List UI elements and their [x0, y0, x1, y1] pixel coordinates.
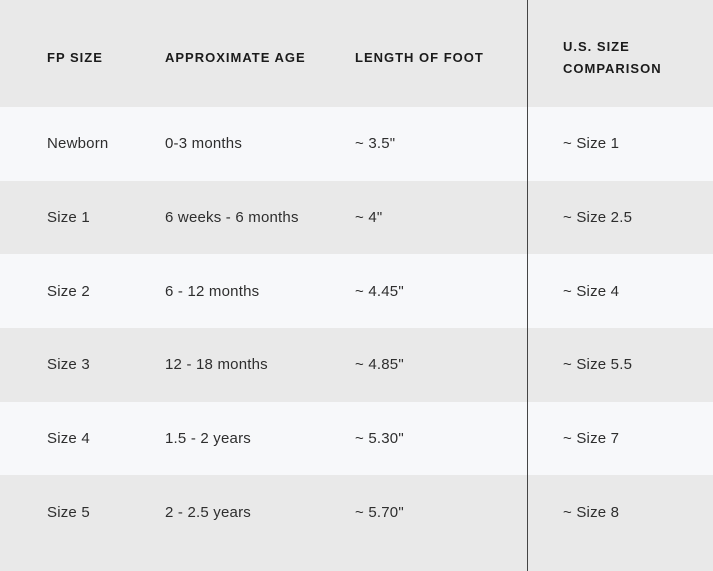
table-row: Size 3 12 - 18 months ~ 4.85" ~ Size 5.5 — [0, 328, 713, 402]
header-cell-us-size-comparison: U.S. SIZE COMPARISON — [563, 38, 662, 76]
cell-age: 12 - 18 months — [165, 356, 268, 374]
table-row: Size 1 6 weeks - 6 months ~ 4" ~ Size 2.… — [0, 180, 713, 255]
cell-foot-length: ~ 5.30" — [355, 430, 404, 448]
table-row: Size 2 6 - 12 months ~ 4.45" ~ Size 4 — [0, 254, 713, 329]
cell-fp-size: Size 3 — [47, 356, 90, 374]
column-divider-line — [527, 0, 528, 571]
cell-age: 1.5 - 2 years — [165, 430, 251, 448]
cell-fp-size: Newborn — [47, 135, 109, 153]
cell-foot-length: ~ 4.45" — [355, 282, 404, 300]
cell-us-size: ~ Size 7 — [563, 430, 620, 448]
cell-us-size: ~ Size 2.5 — [563, 209, 633, 227]
table-row: Newborn 0-3 months ~ 3.5" ~ Size 1 — [0, 107, 713, 181]
cell-us-size: ~ Size 8 — [563, 504, 620, 522]
cell-us-size: ~ Size 4 — [563, 282, 620, 300]
header-cell-fp-size: FP SIZE — [47, 50, 103, 65]
cell-us-size: ~ Size 1 — [563, 135, 620, 153]
cell-foot-length: ~ 4.85" — [355, 356, 404, 374]
table-row: Size 4 1.5 - 2 years ~ 5.30" ~ Size 7 — [0, 401, 713, 476]
cell-fp-size: Size 5 — [47, 504, 90, 522]
cell-foot-length: ~ 3.5" — [355, 135, 396, 153]
cell-age: 6 - 12 months — [165, 282, 260, 300]
table-row: Size 5 2 - 2.5 years ~ 5.70" ~ Size 8 — [0, 475, 713, 571]
cell-age: 0-3 months — [165, 135, 243, 153]
header-row: FP SIZE APPROXIMATE AGE LENGTH OF FOOT U… — [0, 0, 713, 107]
cell-us-size: ~ Size 5.5 — [563, 356, 633, 374]
header-cell-approximate-age: APPROXIMATE AGE — [165, 50, 306, 65]
cell-fp-size: Size 4 — [47, 430, 90, 448]
header-cell-length-of-foot: LENGTH OF FOOT — [355, 50, 484, 65]
cell-foot-length: ~ 4" — [355, 209, 383, 227]
cell-foot-length: ~ 5.70" — [355, 504, 404, 522]
cell-age: 6 weeks - 6 months — [165, 209, 299, 227]
cell-fp-size: Size 1 — [47, 209, 90, 227]
cell-age: 2 - 2.5 years — [165, 504, 251, 522]
cell-fp-size: Size 2 — [47, 282, 90, 300]
